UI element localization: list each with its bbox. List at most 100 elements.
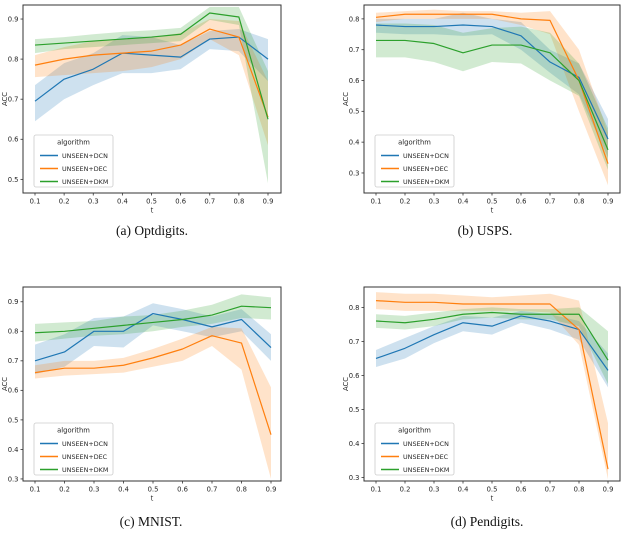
- legend: algorithm UNSEEN+DCN UNSEEN+DEC UNSEEN+DKM: [374, 134, 455, 188]
- y-tick-label: 0.5: [8, 416, 19, 424]
- legend-label-UNSEEN+DKM: UNSEEN+DKM: [62, 178, 108, 186]
- chart-usps: 0.1 0.2 0.3 0.4 0.5 0.6 0.7 0.8 0.9 0.3 0.4 0.5 0.6 0…: [342, 4, 621, 215]
- chart-mnist: 0.1 0.2 0.3 0.4 0.5 0.6 0.7 0.8 0.9 0.3 0.4 0.5 0.6 0…: [1, 286, 282, 503]
- y-tick-label: 0.6: [349, 77, 360, 85]
- legend-label-UNSEEN+DCN: UNSEEN+DCN: [403, 152, 449, 160]
- series-line-UNSEEN+DEC: [375, 13, 609, 164]
- band-UNSEEN+DKM: [35, 7, 268, 184]
- x-tick-label: 0.8: [574, 198, 585, 206]
- y-tick-label: 0.5: [349, 406, 360, 414]
- x-tick-label: 0.8: [574, 486, 585, 494]
- x-tick-label: 0.1: [371, 198, 382, 206]
- x-tick-label: 0.6: [175, 198, 186, 206]
- y-tick-label: 0.8: [8, 328, 19, 336]
- legend-title: algorithm: [57, 427, 90, 435]
- y-tick-label: 0.5: [349, 108, 360, 116]
- series-line-UNSEEN+DCN: [34, 312, 272, 362]
- x-tick-label: 0.1: [371, 486, 382, 494]
- y-tick-label: 0.6: [349, 372, 360, 380]
- x-tick-label: 0.5: [148, 486, 159, 494]
- legend-label-UNSEEN+DEC: UNSEEN+DEC: [62, 453, 108, 461]
- x-tick-label: 0.8: [236, 486, 247, 494]
- x-axis-label: t: [151, 495, 154, 503]
- x-tick-label: 0.7: [204, 198, 215, 206]
- caption-usps: (b) USPS.: [457, 223, 513, 238]
- x-tick-label: 0.9: [266, 486, 277, 494]
- x-tick-label: 0.3: [89, 486, 100, 494]
- x-tick-label: 0.7: [207, 486, 218, 494]
- y-tick-label: 0.3: [349, 169, 360, 177]
- y-tick-label: 0.4: [349, 440, 360, 448]
- legend-box: [374, 422, 455, 476]
- chart-optdigits: 0.1 0.2 0.3 0.4 0.5 0.6 0.7 0.8 0.9 0.5 0.6 0.7 0.8 0…: [1, 4, 282, 215]
- chart-pendigits: 0.1 0.2 0.3 0.4 0.5 0.6 0.7 0.8 0.9 0.3 0.4 0.5 0.6 0…: [342, 286, 621, 503]
- legend-label-UNSEEN+DCN: UNSEEN+DCN: [62, 440, 108, 448]
- band-UNSEEN+DCN: [376, 310, 608, 388]
- x-tick-label: 0.4: [118, 486, 129, 494]
- y-tick-label: 0.4: [8, 446, 19, 454]
- y-axis-label: ACC: [1, 92, 9, 106]
- legend-label-UNSEEN+DKM: UNSEEN+DKM: [403, 178, 449, 186]
- series-line-UNSEEN+DEC: [34, 335, 272, 435]
- y-tick-label: 0.7: [8, 357, 19, 365]
- legend: algorithm UNSEEN+DCN UNSEEN+DEC UNSEEN+DKM: [33, 134, 114, 188]
- legend-box: [33, 422, 114, 476]
- band-UNSEEN+DCN: [376, 12, 608, 158]
- legend-label-UNSEEN+DCN: UNSEEN+DCN: [62, 152, 108, 160]
- legend-label-UNSEEN+DKM: UNSEEN+DKM: [403, 466, 449, 474]
- x-tick-label: 0.7: [545, 198, 556, 206]
- series-line-UNSEEN+DCN: [375, 315, 609, 371]
- y-tick-label: 0.6: [8, 136, 19, 144]
- x-tick-label: 0.6: [516, 198, 527, 206]
- x-tick-label: 0.9: [603, 486, 614, 494]
- x-tick-label: 0.6: [516, 486, 527, 494]
- band-UNSEEN+DKM: [376, 23, 608, 170]
- x-tick-label: 0.2: [59, 198, 70, 206]
- series-line-UNSEEN+DKM: [375, 311, 609, 361]
- legend-label-UNSEEN+DEC: UNSEEN+DEC: [403, 165, 449, 173]
- x-tick-label: 0.2: [59, 486, 70, 494]
- legend-box: [33, 134, 114, 188]
- x-tick-label: 0.9: [603, 198, 614, 206]
- caption-pendigits: (d) Pendigits.: [450, 514, 524, 529]
- x-tick-label: 0.3: [429, 486, 440, 494]
- y-tick-label: 0.8: [8, 56, 19, 64]
- x-tick-label: 0.4: [458, 486, 469, 494]
- legend: algorithm UNSEEN+DCN UNSEEN+DEC UNSEEN+DKM: [374, 422, 455, 476]
- band-UNSEEN+DKM: [35, 294, 271, 342]
- y-axis-label: ACC: [1, 377, 9, 391]
- caption-optdigits: (a) Optdigits.: [116, 223, 188, 238]
- y-tick-label: 0.7: [349, 46, 360, 54]
- axes-frame: [22, 286, 282, 482]
- y-tick-label: 0.9: [8, 15, 19, 23]
- legend-label-UNSEEN+DKM: UNSEEN+DKM: [62, 466, 108, 474]
- x-tick-label: 0.1: [30, 486, 41, 494]
- legend: algorithm UNSEEN+DCN UNSEEN+DEC UNSEEN+DKM: [33, 422, 114, 476]
- y-tick-label: 0.8: [349, 15, 360, 23]
- legend-box: [374, 134, 455, 188]
- series-line-UNSEEN+DKM: [34, 12, 269, 120]
- y-tick-label: 0.3: [8, 475, 19, 483]
- series-line-UNSEEN+DKM: [34, 305, 272, 334]
- y-tick-label: 0.7: [8, 96, 19, 104]
- x-tick-label: 0.3: [88, 198, 99, 206]
- series-line-UNSEEN+DKM: [376, 39, 609, 151]
- x-axis-label: t: [491, 495, 494, 503]
- y-axis-label: ACC: [342, 377, 350, 391]
- x-tick-label: 0.8: [233, 198, 244, 206]
- y-axis-label: ACC: [342, 92, 350, 106]
- y-tick-label: 0.7: [349, 338, 360, 346]
- x-tick-label: 0.7: [545, 486, 556, 494]
- series-line-UNSEEN+DEC: [375, 300, 609, 470]
- series-line-UNSEEN+DCN: [375, 24, 609, 140]
- x-tick-label: 0.9: [263, 198, 274, 206]
- caption-mnist: (c) MNIST.: [119, 514, 183, 529]
- band-UNSEEN+DEC: [35, 326, 271, 479]
- x-tick-label: 0.5: [487, 198, 498, 206]
- x-tick-label: 0.6: [177, 486, 188, 494]
- y-tick-label: 0.8: [349, 304, 360, 312]
- y-tick-label: 0.6: [8, 387, 19, 395]
- x-tick-label: 0.2: [400, 486, 411, 494]
